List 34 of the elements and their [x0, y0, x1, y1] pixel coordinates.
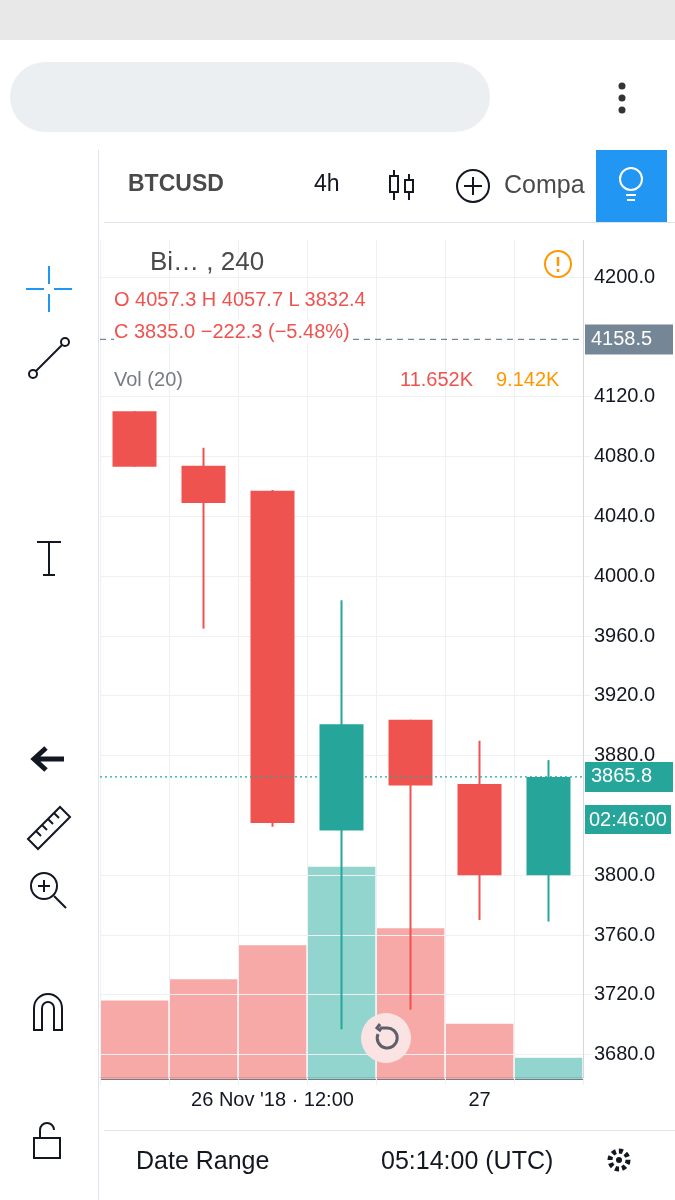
y-tick-label: 4080.0 — [594, 444, 656, 467]
text: BTCUSD — [128, 170, 224, 197]
y-tick-label: 3680.0 — [594, 1042, 656, 1065]
y-tick-label: 3960.0 — [594, 623, 656, 646]
y-tick-label: 4040.0 — [594, 504, 656, 527]
ref-line-label: 3865.8 — [591, 764, 653, 787]
y-tick-label: 3880.0 — [594, 743, 656, 766]
text: 02:46:00 — [585, 805, 671, 834]
annotation: 9.142K — [496, 368, 560, 391]
bar — [445, 1023, 514, 1079]
bar — [514, 1057, 583, 1079]
y-tick-label: 4000.0 — [594, 563, 656, 586]
x-tick-label: 27 — [468, 1087, 491, 1110]
bar — [238, 945, 307, 1079]
text: Compa — [504, 170, 586, 199]
bar — [307, 866, 376, 1079]
y-tick-label: 3920.0 — [594, 683, 656, 706]
ref-line-label: 4158.5 — [591, 326, 653, 349]
text: 4h — [314, 170, 340, 197]
annotation: O 4057.3 H 4057.7 L 3832.4 — [114, 288, 366, 311]
y-tick-label: 3720.0 — [594, 982, 656, 1005]
x-tick-label: 26 Nov '18 · 12:00 — [191, 1087, 354, 1110]
annotation: Vol (20) — [114, 368, 183, 391]
y-tick-label: 3760.0 — [594, 922, 656, 945]
chart-title: Bi… , 240 — [150, 246, 265, 277]
text: 05:14:00 (UTC) — [381, 1146, 554, 1175]
y-tick-label: 4200.0 — [594, 264, 656, 287]
y-tick-label: 3800.0 — [594, 862, 656, 885]
annotation: C 3835.0 −222.3 (−5.48%) — [114, 320, 350, 343]
annotation: 11.652K — [400, 368, 474, 391]
y-tick-label: 4120.0 — [594, 384, 656, 407]
bar — [100, 1000, 169, 1079]
text: Date Range — [136, 1146, 270, 1175]
bar — [169, 979, 238, 1079]
